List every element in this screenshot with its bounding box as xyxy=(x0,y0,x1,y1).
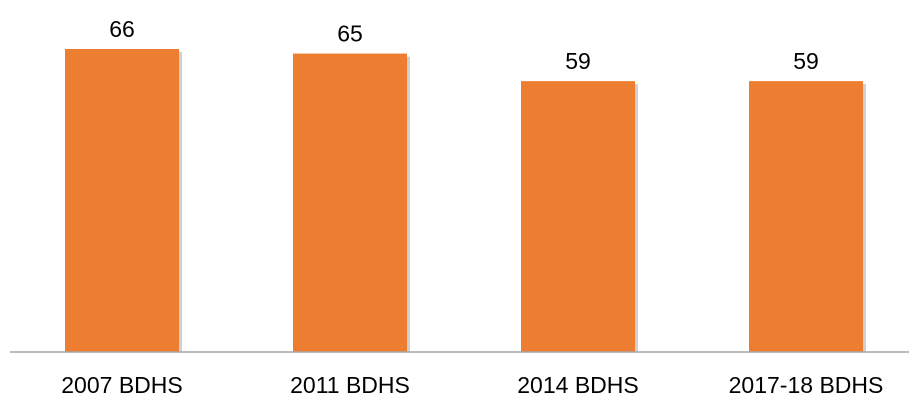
data-label: 59 xyxy=(793,48,819,74)
data-label: 59 xyxy=(565,48,591,74)
bar xyxy=(293,53,407,352)
bars-layer xyxy=(65,49,866,353)
bar xyxy=(749,81,863,353)
x-tick-label: 2017-18 BDHS xyxy=(729,372,884,398)
x-tick-label: 2007 BDHS xyxy=(61,372,182,398)
category-labels-layer: 2007 BDHS 2011 BDHS 2014 BDHS 2017-18 BDHS xyxy=(61,372,883,398)
x-tick-label: 2011 BDHS xyxy=(290,372,410,398)
bar xyxy=(521,81,635,353)
value-labels-layer: 66 65 59 59 xyxy=(109,16,819,74)
data-label: 66 xyxy=(109,16,135,42)
bar xyxy=(65,49,179,352)
x-tick-label: 2014 BDHS xyxy=(517,372,638,398)
data-label: 65 xyxy=(337,21,363,47)
